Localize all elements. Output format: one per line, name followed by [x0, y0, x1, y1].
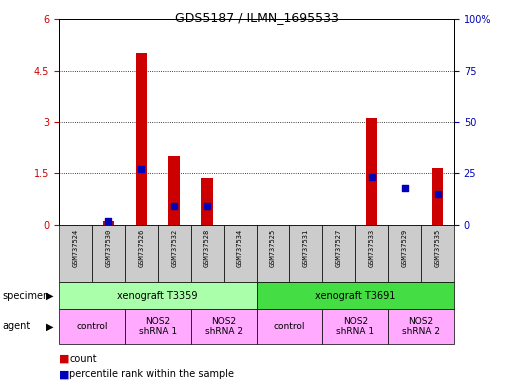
Text: GSM737526: GSM737526 [139, 229, 144, 268]
Text: NOS2
shRNA 1: NOS2 shRNA 1 [336, 317, 374, 336]
Text: GSM737535: GSM737535 [435, 229, 441, 268]
Point [433, 191, 442, 197]
Bar [355, 225, 388, 282]
Text: control: control [76, 322, 108, 331]
Text: control: control [273, 322, 305, 331]
Bar [59, 225, 92, 282]
Bar [256, 282, 454, 309]
Text: GSM737527: GSM737527 [336, 229, 342, 268]
Bar [256, 309, 322, 344]
Text: GSM737529: GSM737529 [402, 229, 408, 268]
Text: ■: ■ [59, 369, 69, 379]
Bar [366, 119, 378, 225]
Text: GSM737525: GSM737525 [270, 229, 276, 268]
Text: specimen: specimen [3, 291, 50, 301]
Point [401, 185, 409, 191]
Bar [388, 225, 421, 282]
Bar [59, 282, 256, 309]
Text: NOS2
shRNA 1: NOS2 shRNA 1 [139, 317, 177, 336]
Text: GSM737534: GSM737534 [237, 229, 243, 268]
Bar [135, 53, 147, 225]
Bar [125, 225, 158, 282]
Bar [322, 309, 388, 344]
Bar [202, 179, 213, 225]
Bar [322, 225, 355, 282]
Text: percentile rank within the sample: percentile rank within the sample [69, 369, 234, 379]
Bar [59, 309, 125, 344]
Text: NOS2
shRNA 2: NOS2 shRNA 2 [205, 317, 243, 336]
Bar [256, 225, 289, 282]
Bar [158, 225, 191, 282]
Text: ▶: ▶ [46, 291, 53, 301]
Text: agent: agent [3, 321, 31, 331]
Bar [103, 220, 114, 225]
Bar [191, 309, 256, 344]
Point [368, 174, 376, 180]
Text: xenograft T3359: xenograft T3359 [117, 291, 198, 301]
Text: xenograft T3691: xenograft T3691 [315, 291, 396, 301]
Bar [388, 309, 454, 344]
Bar [432, 168, 443, 225]
Point [137, 166, 145, 172]
Text: GSM737531: GSM737531 [303, 229, 309, 268]
Text: GSM737528: GSM737528 [204, 229, 210, 268]
Text: NOS2
shRNA 2: NOS2 shRNA 2 [402, 317, 440, 336]
Text: GSM737524: GSM737524 [72, 229, 78, 268]
Text: count: count [69, 354, 97, 364]
Point [203, 203, 211, 209]
Bar [224, 225, 256, 282]
Text: GDS5187 / ILMN_1695533: GDS5187 / ILMN_1695533 [174, 11, 339, 24]
Text: ▶: ▶ [46, 321, 53, 331]
Bar [421, 225, 454, 282]
Bar [289, 225, 322, 282]
Bar [125, 309, 191, 344]
Bar [191, 225, 224, 282]
Point [104, 217, 112, 223]
Text: GSM737532: GSM737532 [171, 229, 177, 268]
Bar [168, 156, 180, 225]
Point [170, 203, 179, 209]
Text: GSM737530: GSM737530 [105, 229, 111, 268]
Bar [92, 225, 125, 282]
Text: GSM737533: GSM737533 [369, 229, 374, 268]
Text: ■: ■ [59, 354, 69, 364]
